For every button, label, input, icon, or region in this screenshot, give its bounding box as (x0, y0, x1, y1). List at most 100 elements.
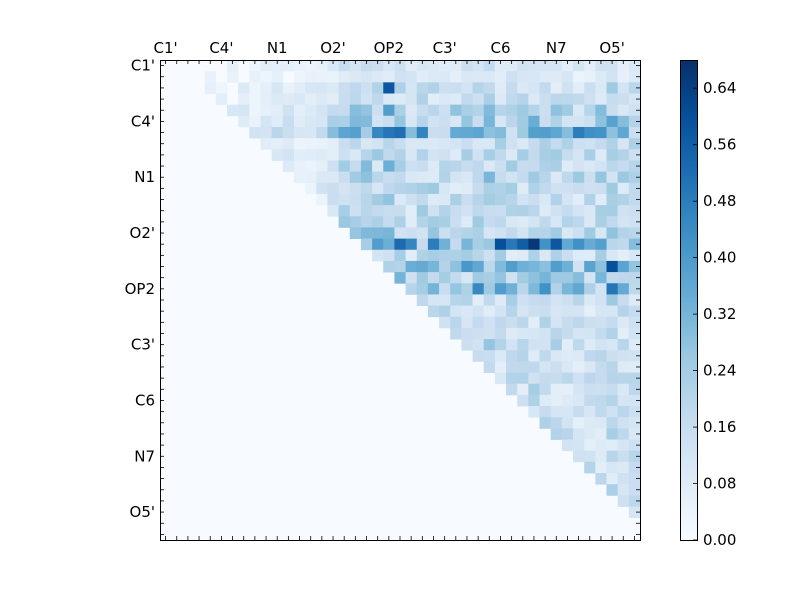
heatmap-cell (472, 71, 485, 83)
heatmap-cell (461, 60, 473, 72)
heatmap-cell (494, 260, 507, 273)
heatmap-cell (584, 272, 596, 284)
heatmap-cell (517, 238, 529, 251)
heatmap-cell (595, 171, 607, 184)
heatmap-cell (617, 495, 630, 507)
x-tick-label: O5' (599, 39, 624, 57)
heatmap-cell (427, 160, 440, 173)
heatmap-cell (338, 115, 351, 128)
heatmap-cell (517, 394, 529, 407)
heatmap-cell (550, 294, 563, 306)
heatmap-cell (506, 260, 518, 273)
heatmap-cell (394, 60, 406, 72)
heatmap-cell (550, 383, 563, 396)
heatmap-cell (595, 372, 607, 385)
heatmap-cell (427, 249, 440, 262)
heatmap-cell (595, 149, 607, 161)
heatmap-cell (517, 149, 529, 161)
heatmap-cell (327, 149, 339, 161)
heatmap-cell (595, 93, 607, 106)
heatmap-cell (573, 283, 585, 295)
heatmap-cell (506, 272, 518, 284)
heatmap-cell (584, 461, 596, 474)
heatmap-cell (595, 216, 607, 228)
heatmap-cell (427, 126, 440, 139)
heatmap-cell (372, 216, 384, 228)
heatmap-cell (595, 383, 607, 396)
heatmap-cell (595, 450, 607, 463)
heatmap-cell (349, 71, 362, 83)
heatmap-cell (550, 249, 563, 262)
heatmap-cell (450, 316, 462, 329)
heatmap-cell (528, 149, 540, 161)
heatmap-cell (338, 171, 351, 184)
heatmap-cell (628, 93, 641, 106)
heatmap-cell (293, 160, 306, 173)
heatmap-cell (372, 227, 384, 239)
heatmap-cell (360, 171, 373, 184)
heatmap-cell (517, 171, 529, 184)
heatmap-cell (517, 82, 529, 94)
heatmap-cell (606, 484, 619, 496)
heatmap-cell (450, 260, 462, 273)
heatmap-cell (383, 82, 395, 94)
heatmap-cell (271, 60, 284, 72)
heatmap-cell (539, 372, 552, 385)
heatmap-cell (372, 138, 384, 150)
heatmap-cell (606, 249, 619, 262)
heatmap-cell (427, 283, 440, 295)
heatmap-cell (550, 316, 563, 329)
heatmap-cell (305, 71, 317, 83)
heatmap-cell (573, 260, 585, 273)
heatmap-cell (461, 93, 473, 106)
heatmap-cell (606, 461, 619, 474)
heatmap-cell (327, 71, 339, 83)
heatmap-cell (595, 428, 607, 440)
heatmap-cell (472, 260, 485, 273)
heatmap-cell (494, 361, 507, 373)
heatmap-cell (573, 182, 585, 195)
heatmap-cell (573, 316, 585, 329)
heatmap-cell (494, 205, 507, 217)
heatmap-cell (316, 171, 328, 184)
heatmap-cell (539, 339, 552, 351)
heatmap-cell (360, 104, 373, 117)
heatmap-cell (349, 138, 362, 150)
heatmap-cell (528, 339, 540, 351)
heatmap-cell (360, 138, 373, 150)
heatmap-cell (461, 316, 473, 329)
colorbar-tick-label: 0.40 (703, 249, 736, 267)
x-tick-label: N1 (267, 39, 288, 57)
heatmap-cell (550, 104, 563, 117)
heatmap-cell (338, 126, 351, 139)
heatmap-cell (517, 372, 529, 385)
heatmap-cell (517, 193, 529, 206)
heatmap-cell (561, 216, 574, 228)
heatmap-cell (561, 327, 574, 340)
heatmap-cell (360, 115, 373, 128)
heatmap-cell (483, 350, 496, 362)
heatmap-cell (517, 249, 529, 262)
heatmap-cell (260, 93, 273, 106)
heatmap-cell (584, 249, 596, 262)
heatmap-cell (360, 182, 373, 195)
heatmap-cell (394, 238, 406, 251)
heatmap-cell (528, 238, 540, 251)
heatmap-cell (226, 60, 239, 72)
heatmap-cell (595, 327, 607, 340)
heatmap-cell (628, 82, 641, 94)
heatmap-cell (617, 138, 630, 150)
heatmap-cell (628, 383, 641, 396)
heatmap-cell (517, 60, 529, 72)
colorbar-ticks: 0.00 0.08 0.16 0.24 0.32 0.40 0.48 0.56 0.64 (693, 79, 736, 549)
heatmap-cell (483, 238, 496, 251)
heatmap-cell (405, 260, 418, 273)
heatmap-cell (249, 93, 261, 106)
heatmap-cell (472, 316, 485, 329)
heatmap-cell (573, 372, 585, 385)
heatmap-cell (439, 149, 451, 161)
heatmap-cell (461, 104, 473, 117)
heatmap-cell (472, 149, 485, 161)
heatmap-cell (506, 294, 518, 306)
heatmap-cell (282, 104, 295, 117)
